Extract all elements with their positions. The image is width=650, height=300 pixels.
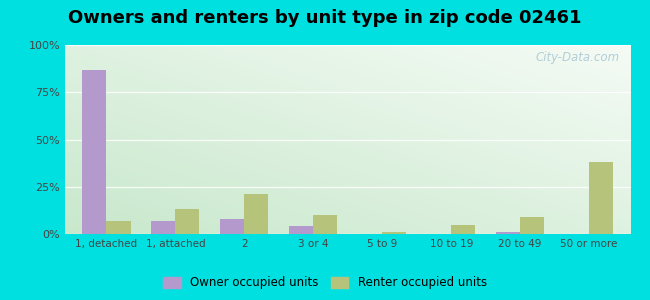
Bar bbox=[451, 224, 475, 234]
Bar bbox=[107, 221, 131, 234]
Bar bbox=[382, 232, 406, 234]
Bar bbox=[313, 215, 337, 234]
Text: City-Data.com: City-Data.com bbox=[535, 51, 619, 64]
Bar bbox=[83, 70, 107, 234]
Bar bbox=[151, 221, 176, 234]
Bar bbox=[220, 219, 244, 234]
Bar bbox=[496, 232, 520, 234]
Bar bbox=[289, 226, 313, 234]
Bar bbox=[520, 217, 544, 234]
Text: Owners and renters by unit type in zip code 02461: Owners and renters by unit type in zip c… bbox=[68, 9, 582, 27]
Bar bbox=[589, 162, 613, 234]
Bar bbox=[244, 194, 268, 234]
Bar bbox=[176, 209, 200, 234]
Legend: Owner occupied units, Renter occupied units: Owner occupied units, Renter occupied un… bbox=[159, 272, 491, 294]
